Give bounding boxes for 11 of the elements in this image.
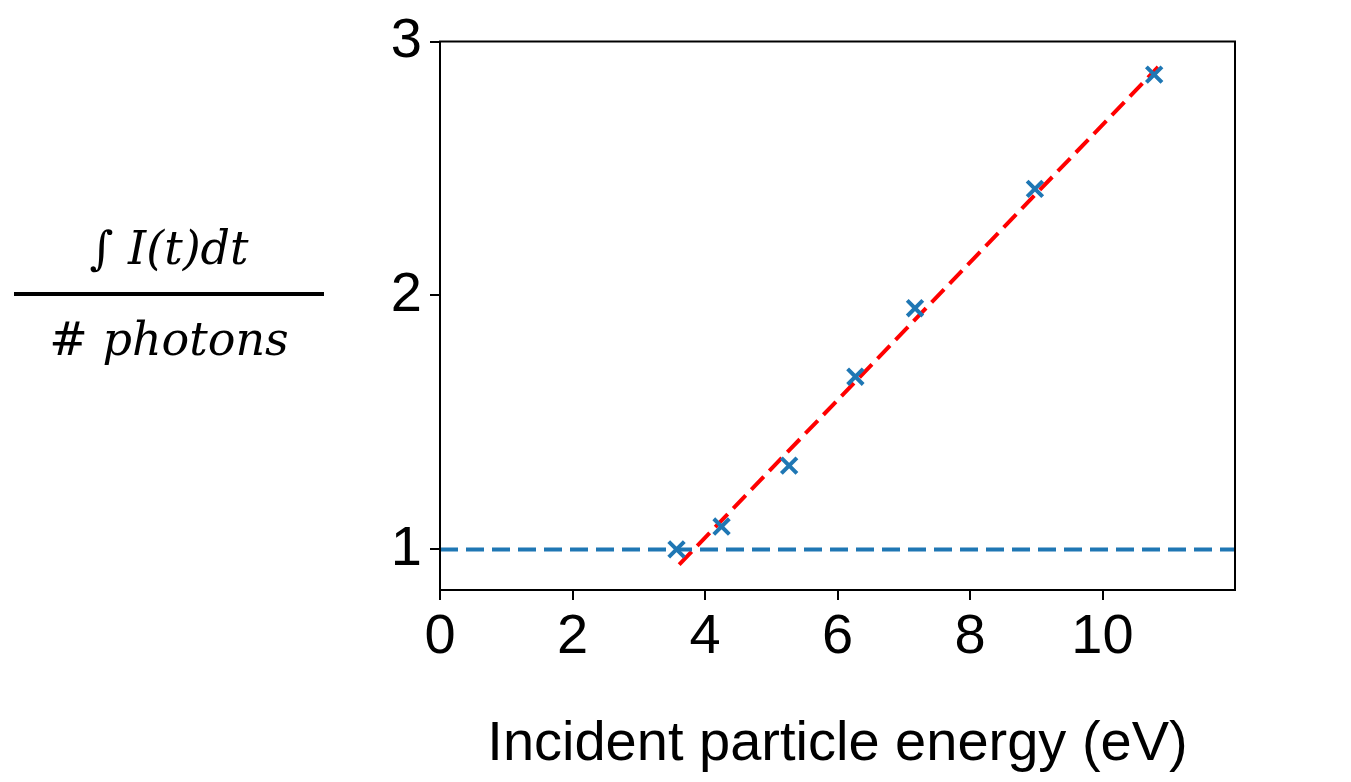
x-tick-label: 8 [954,602,986,666]
y-tick-label: 3 [390,6,422,70]
x-tick-label: 4 [689,602,721,666]
x-tick-label: 10 [1071,602,1134,666]
x-axis-title: Incident particle energy (eV) [487,708,1188,772]
x-tick-label: 2 [556,602,589,666]
x-tick-label: 6 [821,602,854,666]
y-axis-title: ∫ I(t)dt # photons [48,220,290,369]
y-tick-label: 2 [390,259,422,323]
x-tick-label: 0 [424,602,456,666]
y-tick-label: 1 [390,513,422,577]
